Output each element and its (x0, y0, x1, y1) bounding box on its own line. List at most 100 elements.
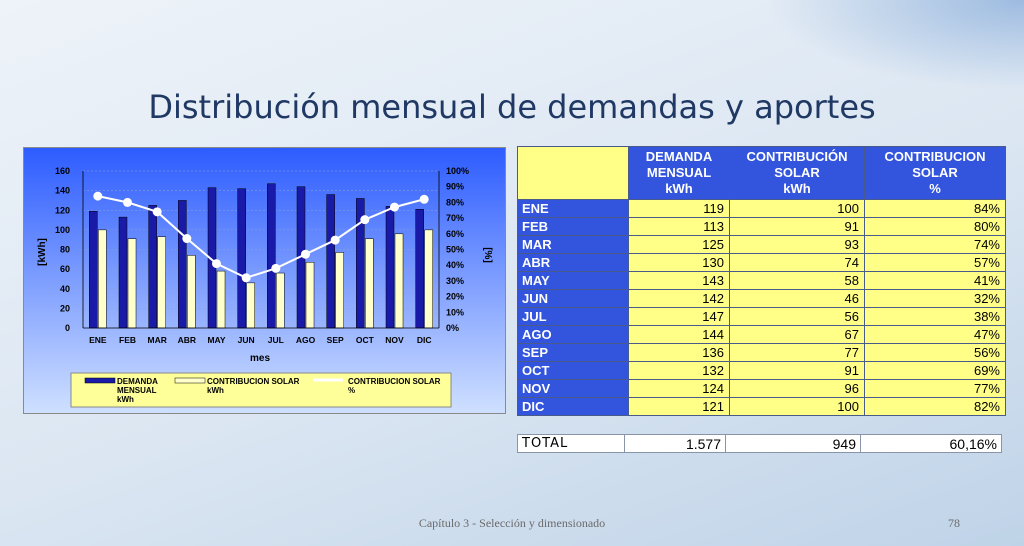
row-solar-value: 100 (729, 397, 865, 416)
y-tick-label: 40 (60, 284, 70, 294)
bar-demand (118, 216, 128, 329)
row-month-label: SEP (517, 343, 629, 362)
x-tick-label: MAY (207, 335, 225, 345)
x-tick-label: NOV (385, 335, 404, 345)
row-percent-value: 47% (864, 325, 1006, 344)
y2-tick-label: 60% (446, 229, 464, 239)
table-header-row: DEMANDA MENSUAL kWh CONTRIBUCIÓN SOLAR kWh C… (517, 146, 1006, 200)
x-tick-label: JUN (238, 335, 255, 345)
table-corner-cell (517, 146, 629, 200)
row-demand-value: 136 (628, 343, 730, 362)
row-month-label: ABR (517, 253, 629, 272)
y-tick-label: 0 (65, 323, 70, 333)
table-row: JUL 147 56 38% (517, 307, 1006, 326)
x-tick-label: FEB (119, 335, 136, 345)
y-tick-label: 20 (60, 303, 70, 313)
header-solar-kwh: CONTRIBUCIÓN SOLAR kWh (729, 146, 865, 200)
percent-point (152, 207, 162, 217)
bar-demand (178, 200, 187, 329)
table-row: ABR 130 74 57% (517, 253, 1006, 272)
monthly-chart: 0 20 40 60 80 100 120 140 160 0% 10% 20% 30% 40% 50% 60… (23, 147, 506, 414)
legend-label: MENSUAL (117, 386, 157, 395)
table-row: FEB 113 91 80% (517, 217, 1006, 236)
row-demand-value: 144 (628, 325, 730, 344)
y2-axis-label: [%] (482, 247, 493, 263)
page-number: 78 (948, 516, 960, 530)
table-row: AGO 144 67 47% (517, 325, 1006, 344)
total-row: TOTAL 1.577 949 60,16% (517, 434, 1002, 453)
table-row: ENE 119 100 84% (517, 199, 1006, 218)
y2-tick-label: 80% (446, 197, 464, 207)
y-tick-label: 160 (55, 166, 70, 176)
data-table-container: DEMANDA MENSUAL kWh CONTRIBUCIÓN SOLAR kWh C… (517, 146, 1006, 453)
row-solar-value: 96 (729, 379, 865, 398)
y2-tick-label: 10% (446, 307, 464, 317)
row-percent-value: 32% (864, 289, 1006, 308)
bar-solar (276, 272, 285, 329)
x-tick-label: SEP (327, 335, 344, 345)
row-solar-value: 56 (729, 307, 865, 326)
bar-solar (335, 252, 344, 329)
row-solar-value: 91 (729, 361, 865, 380)
percent-point (360, 215, 370, 225)
row-percent-value: 77% (864, 379, 1006, 398)
x-tick-label: JUL (268, 335, 284, 345)
bar-demand (89, 210, 98, 329)
percent-series-line (97, 195, 425, 279)
bar-solar (216, 270, 226, 329)
row-percent-value: 57% (864, 253, 1006, 272)
y2-tick-label: 30% (446, 276, 464, 286)
row-demand-value: 119 (628, 199, 730, 218)
y-tick-label: 140 (55, 186, 70, 196)
percent-point (241, 273, 251, 283)
row-percent-value: 56% (864, 343, 1006, 362)
row-month-label: JUN (517, 289, 629, 308)
row-demand-value: 130 (628, 253, 730, 272)
row-percent-value: 38% (864, 307, 1006, 326)
bar-demand (148, 205, 157, 329)
total-solar: 949 (725, 434, 861, 453)
chart-legend: DEMANDA MENSUAL kWh CONTRIBUCION SOLAR k… (70, 372, 452, 408)
row-percent-value: 84% (864, 199, 1006, 218)
percent-point (182, 234, 192, 244)
legend-label: % (348, 386, 355, 395)
bar-solar (127, 238, 137, 329)
row-solar-value: 91 (729, 217, 865, 236)
row-demand-value: 124 (628, 379, 730, 398)
percent-point (212, 259, 221, 269)
table-row: MAR 125 93 74% (517, 235, 1006, 254)
x-axis-label: mes (250, 353, 270, 364)
percent-point (419, 194, 429, 204)
header-solar-percent: CONTRIBUCION SOLAR% (864, 146, 1006, 200)
bar-demand (326, 194, 335, 329)
row-month-label: OCT (517, 361, 629, 380)
row-solar-value: 58 (729, 271, 865, 290)
y2-tick-label: 100% (446, 166, 469, 176)
row-month-label: FEB (517, 217, 629, 236)
background-glow (764, 0, 1024, 90)
legend-swatch-solar (174, 377, 206, 384)
row-demand-value: 113 (628, 217, 730, 236)
row-solar-value: 77 (729, 343, 865, 362)
table-row: SEP 136 77 56% (517, 343, 1006, 362)
y-tick-label: 80 (60, 245, 70, 255)
monthly-data-table: DEMANDA MENSUAL kWh CONTRIBUCIÓN SOLAR kWh C… (517, 146, 1006, 416)
bar-solar (187, 255, 196, 329)
legend-label: kWh (117, 395, 134, 404)
bar-demand (415, 209, 424, 329)
total-label: TOTAL (517, 434, 625, 453)
y2-tick-label: 40% (446, 260, 464, 270)
percent-point (123, 197, 132, 207)
x-tick-label: OCT (356, 335, 375, 345)
x-tick-label: ABR (178, 335, 196, 345)
total-demand: 1.577 (624, 434, 726, 453)
legend-label: kWh (207, 386, 224, 395)
y2-tick-label: 90% (446, 182, 464, 192)
row-percent-value: 74% (864, 235, 1006, 254)
row-percent-value: 82% (864, 397, 1006, 416)
percent-point (271, 263, 281, 273)
bar-demand (385, 206, 395, 329)
table-row: NOV 124 96 77% (517, 379, 1006, 398)
y-tick-label: 100 (55, 225, 70, 235)
row-demand-value: 121 (628, 397, 730, 416)
